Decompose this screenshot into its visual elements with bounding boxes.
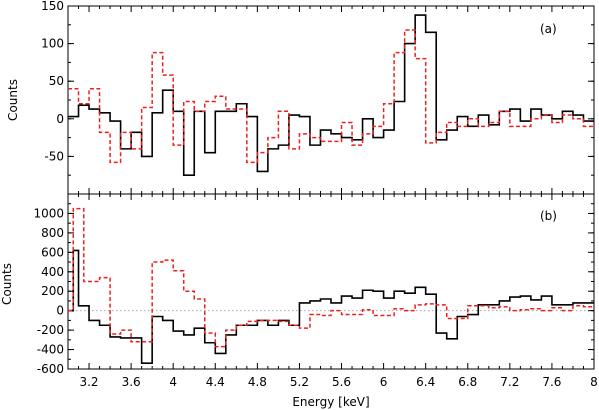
panel-a-frame (67, 5, 595, 195)
panel-b-annotation: (b) (540, 209, 557, 223)
x-axis-label: Energy [keV] (292, 395, 369, 409)
x-tick-label: 6 (380, 375, 388, 389)
y-tick-label: -600 (37, 362, 64, 376)
y-tick-label: 600 (41, 245, 64, 259)
series-line-solid (68, 14, 594, 176)
x-tick-label: 3.6 (122, 375, 141, 389)
series-line-dashed (68, 29, 594, 164)
panel-b-series (68, 207, 595, 364)
x-tick-label: 4 (169, 375, 177, 389)
y-tick-label: 150 (41, 0, 64, 13)
x-tick-label: 4.8 (248, 375, 267, 389)
y-tick-label: -400 (37, 343, 64, 357)
y-tick-label: 800 (41, 226, 64, 240)
panel-b-ticks (67, 193, 595, 370)
y-tick-label: 1000 (33, 206, 64, 220)
y-tick-label: -200 (37, 323, 64, 337)
panel-a-ticks (67, 5, 595, 195)
panel-a: -50 0 50 100 150 Counts (a) (6, 0, 595, 195)
x-tick-label: 7.6 (542, 375, 561, 389)
x-tick-label: 8 (590, 375, 598, 389)
panel-b-ytick-labels: -600 -400 -200 0 200 400 600 800 1000 (33, 206, 64, 376)
series-line-dashed (68, 207, 595, 348)
x-tick-label: 6.8 (458, 375, 477, 389)
panel-b-ylabel: Counts (0, 263, 14, 305)
y-tick-label: 100 (41, 37, 64, 51)
x-tick-label: 6.4 (416, 375, 435, 389)
panel-a-annotation: (a) (540, 22, 557, 36)
x-tick-label: 3.2 (79, 375, 98, 389)
x-tick-label: 4.4 (206, 375, 225, 389)
series-line-solid (68, 249, 594, 364)
panel-b-frame (67, 193, 595, 370)
y-tick-label: 0 (56, 304, 64, 318)
x-tick-label: 5.6 (332, 375, 351, 389)
panel-b: -600 -400 -200 0 200 400 600 800 1000 3.2 3.6 4 4.4… (0, 193, 598, 409)
y-tick-label: 400 (41, 265, 64, 279)
panel-a-ytick-labels: -50 0 50 100 150 (41, 0, 64, 163)
y-tick-label: -50 (44, 149, 64, 163)
panel-a-ylabel: Counts (6, 79, 20, 121)
panel-b-xtick-labels: 3.2 3.6 4 4.4 4.8 5.2 5.6 6 6.4 6.8 7.2 7.6 8 (79, 375, 597, 389)
y-tick-label: 200 (41, 284, 64, 298)
x-tick-label: 5.2 (290, 375, 309, 389)
x-tick-label: 7.2 (500, 375, 519, 389)
y-tick-label: 50 (49, 74, 64, 88)
y-tick-label: 0 (56, 112, 64, 126)
panel-a-series (68, 14, 594, 176)
